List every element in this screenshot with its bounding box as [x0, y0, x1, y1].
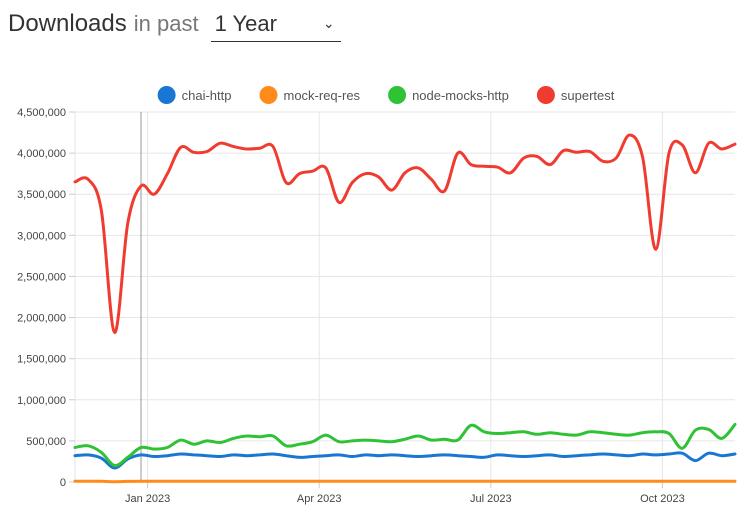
- y-tick-label: 3,500,000: [17, 189, 66, 201]
- legend-item-node-mocks-http[interactable]: node-mocks-http: [388, 86, 509, 104]
- legend-swatch: [157, 86, 176, 104]
- y-tick-label: 0: [60, 477, 66, 489]
- y-tick-label: 1,500,000: [17, 354, 66, 366]
- y-tick-label: 500,000: [26, 436, 66, 448]
- chart-legend[interactable]: chai-http mock-req-res node-mocks-http supe…: [157, 86, 615, 104]
- legend-swatch: [388, 86, 407, 104]
- period-value: 1 Year: [214, 11, 277, 36]
- header-subtitle: in past: [133, 11, 199, 36]
- y-tick-label: 1,000,000: [17, 395, 66, 407]
- series-line-chai-http: [73, 451, 737, 470]
- x-tick-label: Jul 2023: [470, 493, 512, 505]
- x-tick-label: Apr 2023: [297, 493, 342, 505]
- legend-item-chai-http[interactable]: chai-http: [157, 86, 232, 104]
- y-tick-label: 4,500,000: [17, 107, 66, 119]
- period-select[interactable]: 1 Year ⌄: [210, 11, 341, 42]
- y-tick-label: 3,000,000: [17, 230, 66, 242]
- legend-label: supertest: [561, 88, 615, 103]
- x-tick-label: Oct 2023: [640, 493, 685, 505]
- y-tick-label: 2,500,000: [17, 271, 66, 283]
- header-title: Downloads: [8, 10, 127, 37]
- series-line-supertest: [73, 133, 737, 334]
- y-tick-label: 2,000,000: [17, 313, 66, 325]
- series-line-node-mocks-http: [73, 422, 737, 468]
- legend-item-mock-req-res[interactable]: mock-req-res: [259, 86, 361, 104]
- y-tick-label: 4,000,000: [17, 148, 66, 160]
- legend-label: node-mocks-http: [412, 88, 509, 103]
- chart-grid: [74, 111, 735, 483]
- chart-series: [73, 133, 737, 484]
- x-axis: Jan 2023 Apr 2023 Jul 2023 Oct 2023: [75, 481, 735, 505]
- legend-swatch: [536, 86, 555, 104]
- legend-label: mock-req-res: [283, 88, 360, 103]
- chevron-down-icon: ⌄: [322, 15, 335, 31]
- y-axis: 0 500,000 1,000,000 1,500,000 2,000,000 2,500…: [17, 107, 75, 489]
- legend-label: chai-http: [182, 88, 232, 103]
- x-tick-label: Jan 2023: [125, 493, 170, 505]
- legend-item-supertest[interactable]: supertest: [536, 86, 615, 104]
- legend-swatch: [259, 86, 278, 104]
- downloads-header: Downloads in past 1 Year ⌄: [8, 10, 341, 46]
